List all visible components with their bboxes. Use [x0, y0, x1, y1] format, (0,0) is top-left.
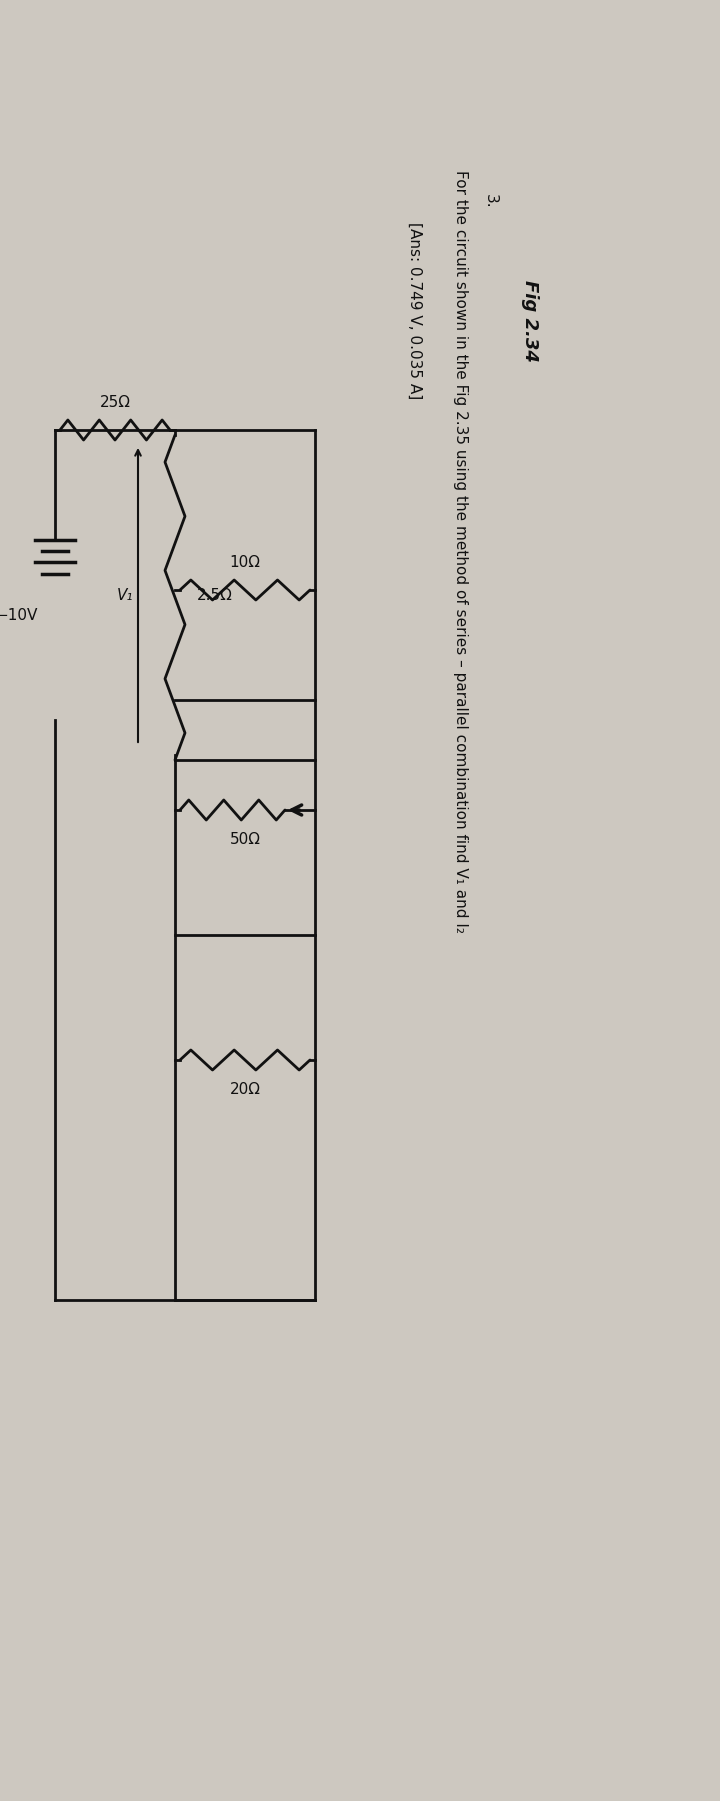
Text: Fig 2.34: Fig 2.34 [521, 281, 539, 362]
Text: 10Ω: 10Ω [230, 555, 261, 569]
Text: 2.5Ω: 2.5Ω [197, 587, 233, 603]
Text: 25Ω: 25Ω [99, 394, 130, 411]
Text: 20Ω: 20Ω [230, 1082, 261, 1097]
Text: 50Ω: 50Ω [230, 832, 261, 846]
Text: V₁: V₁ [117, 587, 133, 603]
Text: 3.: 3. [482, 195, 498, 209]
Text: −10V: −10V [0, 607, 38, 623]
Text: For the circuit shown in the Fig 2.35 using the method of series – parallel comb: For the circuit shown in the Fig 2.35 us… [452, 169, 467, 933]
Text: [Ans: 0.749 V, 0.035 A]: [Ans: 0.749 V, 0.035 A] [408, 222, 423, 400]
